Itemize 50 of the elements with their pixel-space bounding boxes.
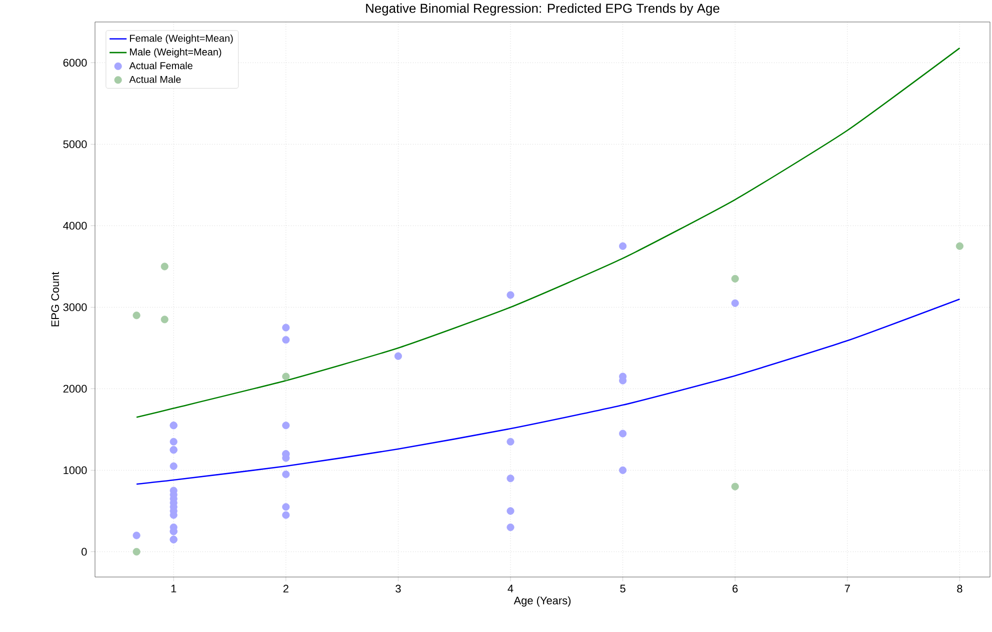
point xyxy=(619,466,627,474)
point xyxy=(282,511,290,519)
point xyxy=(282,503,290,511)
legend-label: Actual Male xyxy=(129,76,181,83)
legend-label: Actual Female xyxy=(129,62,192,70)
point xyxy=(619,430,627,438)
y-tick-label: 6000 xyxy=(63,58,87,67)
point xyxy=(394,352,402,360)
point xyxy=(506,524,514,532)
point xyxy=(160,262,168,270)
point xyxy=(506,438,514,446)
point xyxy=(160,316,168,324)
y-tick-label: 4000 xyxy=(63,222,87,230)
y-tick-label: 5000 xyxy=(63,140,87,148)
x-tick-label: 2 xyxy=(283,584,288,592)
point xyxy=(506,291,514,299)
point xyxy=(731,482,739,490)
y-tick-label: 0 xyxy=(82,548,87,556)
x-tick-label: 1 xyxy=(171,584,176,592)
point xyxy=(506,474,514,482)
point xyxy=(731,274,739,282)
y-tick-label: 1000 xyxy=(64,466,87,474)
y-tick-label: 3000 xyxy=(63,303,87,312)
chart-title: Negative Binomial Regression: Predicted EPG Trends by Age xyxy=(366,3,720,16)
legend-label: Male (Weight=Mean) xyxy=(130,48,222,58)
y-axis-title: EPG Count xyxy=(51,272,60,326)
x-tick-label: 6 xyxy=(732,584,738,593)
x-tick-label: 3 xyxy=(396,584,401,593)
x-tick-label: 7 xyxy=(844,584,850,592)
point xyxy=(282,422,290,430)
legend-label: Female (Weight=Mean) xyxy=(130,34,233,44)
point xyxy=(282,336,290,344)
line-series xyxy=(136,298,960,485)
point xyxy=(132,548,140,556)
point xyxy=(282,470,290,478)
x-tick-label: 4 xyxy=(508,584,514,592)
point xyxy=(282,372,290,380)
point xyxy=(132,312,140,320)
point xyxy=(731,299,739,307)
y-tick-label: 2000 xyxy=(63,384,87,393)
point xyxy=(170,438,178,446)
point xyxy=(170,462,178,470)
point xyxy=(956,242,964,250)
x-axis-title: Age (Years) xyxy=(514,596,571,607)
point xyxy=(619,242,627,250)
x-tick-label: 5 xyxy=(620,584,626,592)
point xyxy=(282,324,290,332)
x-tick-label: 8 xyxy=(957,584,962,593)
point xyxy=(132,532,140,540)
point xyxy=(506,507,514,515)
